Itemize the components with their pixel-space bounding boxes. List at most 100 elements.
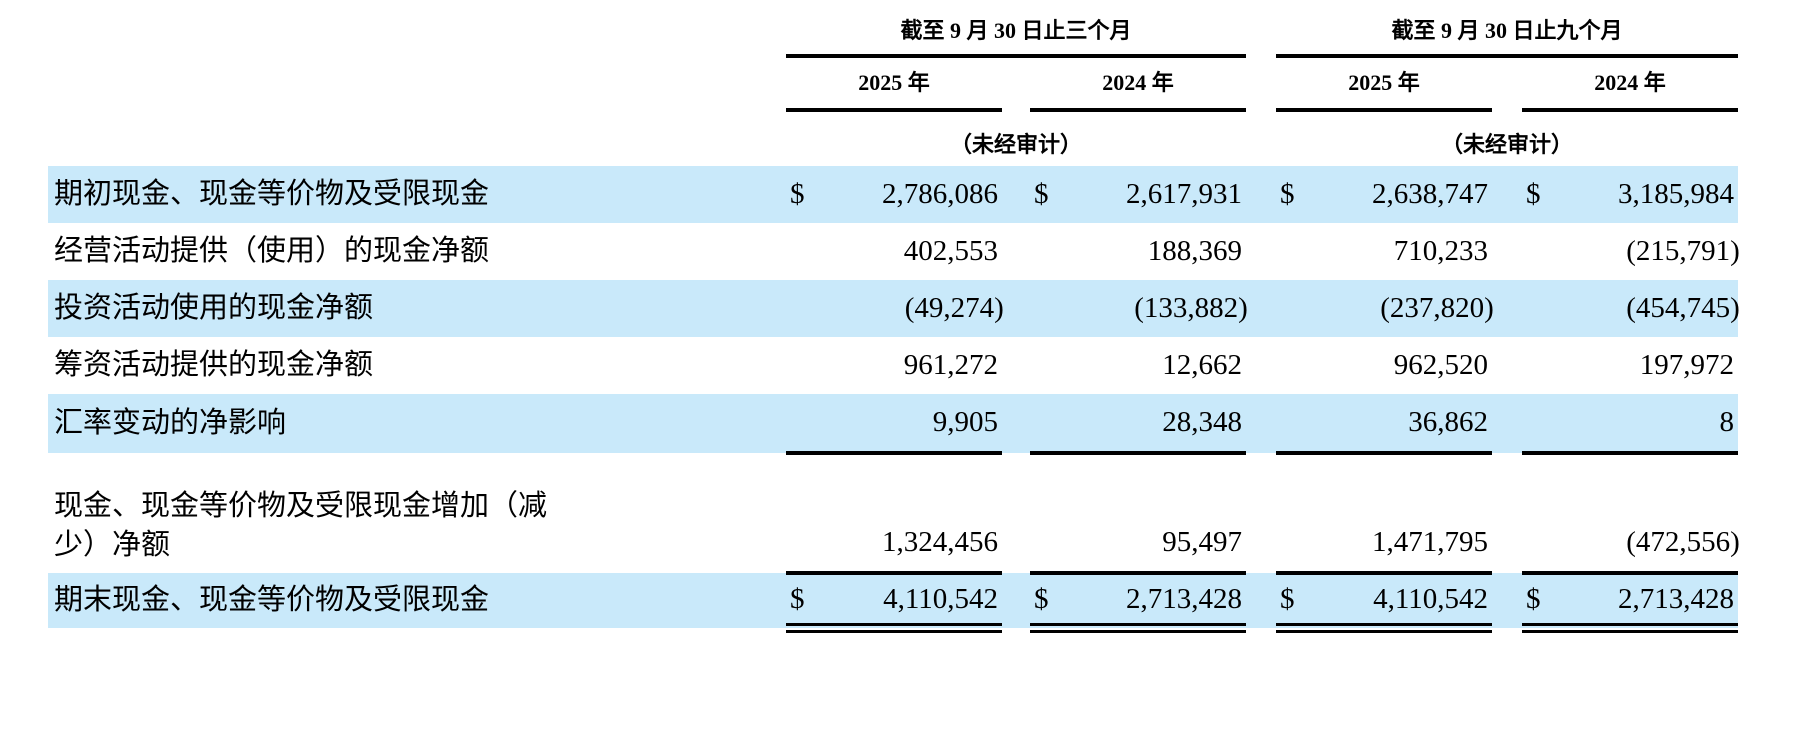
audit-note-3m: （未经审计） — [949, 132, 1082, 157]
amount-cell: 9,905 — [824, 394, 1002, 455]
amount-cell: (49,274) — [904, 292, 1004, 324]
amount-cell: 2,713,428 — [1068, 573, 1246, 633]
currency-cell — [1522, 453, 1560, 575]
currency-cell — [1030, 223, 1068, 280]
amount-cell: 3,185,984 — [1618, 178, 1734, 210]
group-gap — [1246, 8, 1276, 56]
amount-cell: 197,972 — [1639, 349, 1734, 381]
table-row-ending-cash: 期末现金、现金等价物及受限现金 $ 4,110,542 $ 2,713,428 … — [48, 573, 1738, 633]
header-label-spacer — [48, 8, 786, 56]
year-header-row: 2025 年 2024 年 2025 年 2024 年 — [48, 56, 1738, 112]
group-gap — [1246, 110, 1276, 166]
column-spacer — [1492, 453, 1522, 573]
column-spacer — [1492, 56, 1522, 110]
amount-cell: 961,272 — [903, 349, 998, 381]
amount-cell: 402,553 — [903, 235, 998, 267]
group-gap — [1246, 337, 1276, 394]
amount-cell: 95,497 — [1068, 453, 1246, 575]
row-label: 期末现金、现金等价物及受限现金 — [54, 583, 490, 616]
group-gap — [1246, 394, 1276, 453]
table-row-operating-activities: 经营活动提供（使用）的现金净额 402,553 188,369 710,233 … — [48, 223, 1740, 280]
currency-cell — [1030, 453, 1068, 575]
row-label: 期初现金、现金等价物及受限现金 — [54, 177, 490, 210]
header-label-spacer — [48, 56, 786, 110]
column-spacer — [1002, 453, 1030, 573]
year-header-2024-9m: 2024 年 — [1522, 56, 1738, 112]
amount-cell: 28,348 — [1068, 394, 1246, 455]
currency-cell: $ — [790, 178, 805, 210]
row-label: 投资活动使用的现金净额 — [54, 291, 374, 324]
column-spacer — [1002, 223, 1030, 280]
amount-cell: (472,556) — [1560, 453, 1740, 575]
period-header-three-months: 截至 9 月 30 日止三个月 — [786, 8, 1246, 58]
amount-cell: 2,638,747 — [1372, 178, 1488, 210]
amount-cell: 710,233 — [1393, 235, 1488, 267]
year-header-2025-9m: 2025 年 — [1276, 56, 1492, 112]
period-header-nine-months: 截至 9 月 30 日止九个月 — [1276, 8, 1738, 58]
amount-cell: (215,791) — [1626, 235, 1740, 267]
currency-cell: $ — [786, 573, 824, 633]
currency-cell — [1522, 223, 1560, 280]
amount-cell: 2,786,086 — [882, 178, 998, 210]
audit-note-9m: （未经审计） — [1440, 132, 1573, 157]
group-gap — [1246, 56, 1276, 110]
group-gap — [1246, 166, 1276, 223]
column-spacer — [1002, 337, 1030, 394]
amount-cell: 2,713,428 — [1560, 573, 1738, 633]
column-spacer — [1492, 166, 1522, 223]
column-spacer — [1002, 280, 1030, 337]
column-spacer — [1492, 394, 1522, 453]
year-header-2025-3m: 2025 年 — [786, 56, 1002, 112]
column-spacer — [1002, 394, 1030, 453]
currency-cell — [1276, 394, 1314, 455]
currency-cell — [786, 280, 824, 337]
currency-cell — [1522, 280, 1560, 337]
currency-cell — [786, 223, 824, 280]
column-spacer — [1492, 573, 1522, 628]
currency-cell — [786, 337, 824, 394]
amount-cell: (133,882) — [1134, 292, 1248, 324]
currency-cell — [1030, 280, 1068, 337]
table-row-exchange-rate-effect: 汇率变动的净影响 9,905 28,348 36,862 8 — [48, 394, 1738, 455]
currency-cell: $ — [1522, 573, 1560, 633]
row-label: 汇率变动的净影响 — [54, 406, 287, 439]
currency-cell — [1522, 337, 1560, 394]
currency-cell: $ — [1526, 178, 1541, 210]
amount-cell: 12,662 — [1162, 349, 1242, 381]
table-row-net-increase-decrease: 现金、现金等价物及受限现金增加（减 少）净额 1,324,456 95,497 … — [48, 453, 1740, 575]
amount-cell: 188,369 — [1147, 235, 1242, 267]
currency-cell — [786, 453, 824, 575]
currency-cell — [786, 394, 824, 455]
currency-cell — [1276, 453, 1314, 575]
table-row-investing-activities: 投资活动使用的现金净额 (49,274) (133,882) (237,820)… — [48, 280, 1740, 337]
audit-note-row: （未经审计） （未经审计） — [48, 110, 1738, 166]
group-gap — [1246, 573, 1276, 628]
column-spacer — [1492, 280, 1522, 337]
group-gap — [1246, 280, 1276, 337]
row-label: 经营活动提供（使用）的现金净额 — [54, 234, 490, 267]
cash-flow-summary-table: 截至 9 月 30 日止三个月 截至 9 月 30 日止九个月 2025 年 2… — [48, 8, 1740, 633]
amount-cell: 4,110,542 — [824, 573, 1002, 633]
currency-cell — [1276, 280, 1314, 337]
amount-cell: 962,520 — [1393, 349, 1488, 381]
amount-cell: (454,745) — [1626, 292, 1740, 324]
currency-cell: $ — [1034, 178, 1049, 210]
column-spacer — [1492, 223, 1522, 280]
currency-cell — [1276, 223, 1314, 280]
table-row-financing-activities: 筹资活动提供的现金净额 961,272 12,662 962,520 197,9… — [48, 337, 1738, 394]
column-spacer — [1492, 337, 1522, 394]
row-label: 筹资活动提供的现金净额 — [54, 348, 374, 381]
amount-cell: 2,617,931 — [1126, 178, 1242, 210]
currency-cell — [1030, 337, 1068, 394]
currency-cell: $ — [1276, 573, 1314, 633]
header-label-spacer — [48, 110, 786, 166]
column-spacer — [1002, 56, 1030, 110]
currency-cell — [1276, 337, 1314, 394]
amount-cell: 1,324,456 — [824, 453, 1002, 575]
currency-cell — [1522, 394, 1560, 455]
amount-cell: 8 — [1560, 394, 1738, 455]
row-label: 现金、现金等价物及受限现金增加（减 少）净额 — [54, 489, 548, 561]
amount-cell: (237,820) — [1380, 292, 1494, 324]
column-spacer — [1002, 573, 1030, 628]
group-gap — [1246, 453, 1276, 573]
